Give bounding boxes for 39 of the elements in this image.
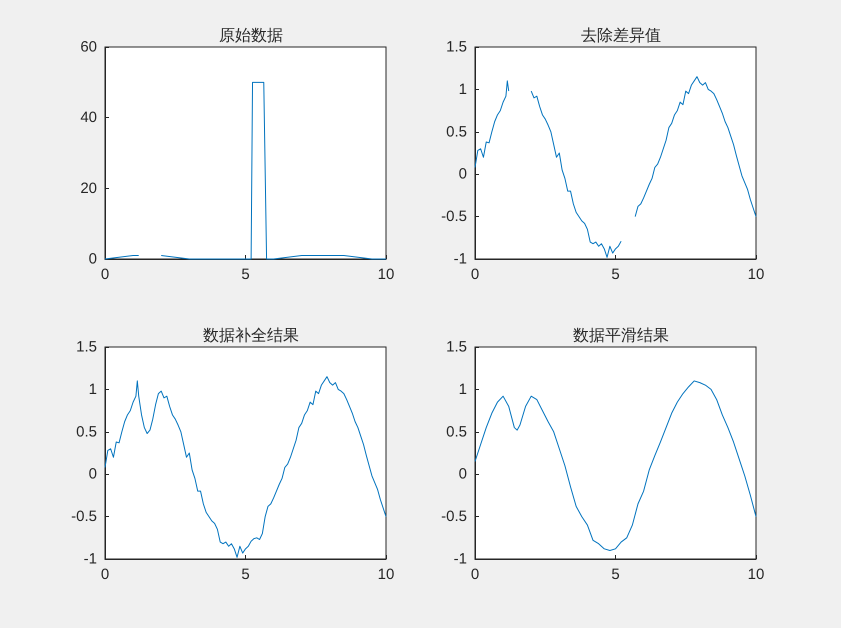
- y-tick-label: -0.5: [441, 508, 467, 526]
- y-tick-label: -0.5: [71, 508, 97, 526]
- x-tick-label: 0: [100, 566, 110, 583]
- y-tick-label: 0.5: [76, 423, 97, 440]
- x-tick-label: 5: [611, 266, 620, 283]
- y-tick-label: -1: [454, 550, 467, 568]
- x-tick-label: 5: [611, 566, 620, 583]
- chart-title: 原始数据: [219, 26, 283, 44]
- x-tick-label: 0: [470, 566, 480, 583]
- y-tick-label: 1: [458, 380, 467, 398]
- y-tick-label: 20: [80, 180, 97, 197]
- y-tick-label: 1.5: [76, 338, 97, 356]
- y-tick-label: 0.5: [446, 423, 467, 440]
- chart-title: 数据平滑结果: [573, 326, 669, 344]
- y-tick-label: 1: [458, 80, 467, 98]
- y-tick-label: 0.5: [446, 123, 467, 140]
- y-tick-label: 0: [458, 166, 467, 183]
- y-tick-label: 0: [88, 466, 97, 483]
- x-tick-label: 0: [470, 266, 480, 283]
- y-tick-label: 60: [80, 38, 97, 56]
- y-tick-label: 1: [88, 380, 97, 398]
- chart-title: 去除差异值: [581, 26, 661, 44]
- y-tick-label: 0: [458, 466, 467, 483]
- x-tick-label: 10: [748, 566, 764, 583]
- x-tick-label: 5: [241, 566, 250, 583]
- y-tick-label: 0: [88, 250, 97, 268]
- line-series: [474, 380, 756, 552]
- x-tick-label: 10: [378, 266, 394, 283]
- y-tick-label: -1: [454, 250, 467, 268]
- y-tick-label: -1: [84, 550, 97, 568]
- chart-title: 数据补全结果: [203, 326, 299, 344]
- x-tick-label: 5: [241, 266, 250, 283]
- y-tick-label: 40: [80, 109, 97, 126]
- y-tick-label: 1.5: [446, 38, 467, 56]
- x-tick-label: 10: [748, 266, 764, 283]
- x-tick-label: 10: [378, 566, 394, 583]
- x-tick-label: 0: [100, 266, 110, 283]
- y-tick-label: 1.5: [446, 338, 467, 356]
- y-tick-label: -0.5: [441, 208, 467, 226]
